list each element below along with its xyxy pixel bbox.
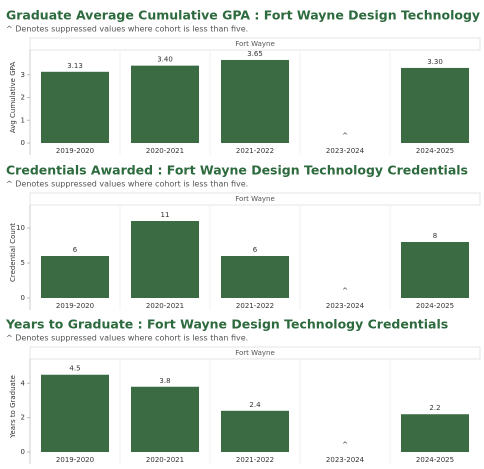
x-tick-label: 2019-2020 [56, 147, 94, 155]
value-label: 4.5 [69, 365, 80, 373]
bar [221, 59, 289, 143]
x-tick-label: 2024-2025 [416, 147, 454, 155]
chart-title: Years to Graduate : Fort Wayne Design Te… [5, 317, 448, 332]
bar [41, 256, 109, 298]
y-axis-label: Years to Graduate [9, 375, 17, 439]
value-label: 3.30 [427, 58, 443, 66]
x-tick-label: 2020-2021 [146, 147, 184, 155]
value-label: ^ [342, 287, 348, 295]
panel-header [29, 192, 481, 206]
value-label: 2.4 [249, 401, 261, 409]
y-axis-label: Avg Cumulative GPA [9, 62, 17, 134]
panel-header [29, 37, 481, 51]
y-tick-label: 1 [21, 116, 25, 124]
chart-title: Graduate Average Cumulative GPA : Fort W… [6, 8, 484, 23]
x-tick-label: 2021-2022 [236, 147, 274, 155]
value-label: 6 [73, 246, 78, 254]
y-tick-label: 0 [21, 139, 25, 147]
x-tick-label: 2019-2020 [56, 302, 94, 310]
value-label: 2.2 [429, 404, 440, 412]
panel-label: Fort Wayne [235, 195, 275, 203]
x-tick-label: 2021-2022 [236, 456, 274, 464]
x-tick-label: 2023-2024 [326, 147, 365, 155]
value-label: 3.40 [157, 56, 173, 64]
value-label: ^ [342, 132, 348, 140]
chart-subtitle: ^ Denotes suppressed values where cohort… [6, 25, 248, 34]
x-tick-label: 2020-2021 [146, 302, 184, 310]
chart-subtitle: ^ Denotes suppressed values where cohort… [6, 180, 248, 189]
bar [221, 256, 289, 298]
y-tick-label: 0 [21, 294, 25, 302]
y-tick-label: 2 [21, 94, 25, 102]
chart-subtitle: ^ Denotes suppressed values where cohort… [6, 334, 248, 343]
bar [41, 71, 109, 143]
y-tick-label: 5 [21, 259, 25, 267]
x-tick-label: 2023-2024 [326, 302, 365, 310]
panel-label: Fort Wayne [235, 349, 275, 357]
panel-label: Fort Wayne [235, 40, 275, 48]
x-tick-label: 2019-2020 [56, 456, 94, 464]
value-label: 3.13 [67, 62, 83, 70]
y-tick-label: 2 [21, 414, 25, 422]
value-label: ^ [342, 441, 348, 449]
bar [131, 65, 199, 143]
value-label: 8 [433, 232, 437, 240]
x-tick-label: 2024-2025 [416, 302, 454, 310]
panel-header [29, 346, 481, 360]
chart-title: Credentials Awarded : Fort Wayne Design … [6, 163, 468, 178]
x-tick-label: 2020-2021 [146, 456, 184, 464]
value-label: 6 [253, 246, 258, 254]
x-tick-label: 2023-2024 [326, 456, 365, 464]
y-tick-label: 0 [21, 448, 25, 456]
bar [221, 410, 289, 452]
y-axis-label: Credential Count [9, 223, 17, 282]
bar [131, 386, 199, 452]
value-label: 11 [161, 211, 170, 219]
value-label: 3.8 [159, 377, 170, 385]
value-label: 3.65 [247, 50, 263, 58]
bar [401, 414, 469, 452]
x-tick-label: 2024-2025 [416, 456, 454, 464]
bar [401, 242, 469, 298]
y-tick-label: 3 [21, 71, 25, 79]
y-tick-label: 4 [21, 379, 26, 387]
bar [131, 221, 199, 298]
y-tick-label: 10 [16, 224, 25, 232]
x-tick-label: 2021-2022 [236, 302, 274, 310]
bar [41, 374, 109, 452]
bar [401, 67, 469, 143]
